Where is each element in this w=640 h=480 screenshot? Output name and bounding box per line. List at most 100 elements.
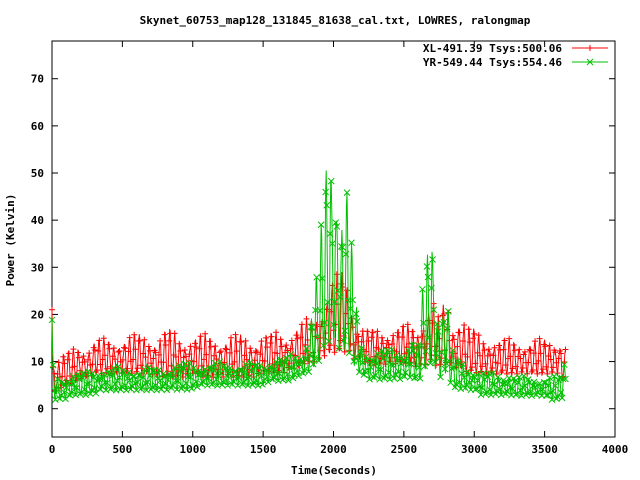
data-point	[507, 353, 514, 360]
data-point	[531, 383, 539, 391]
data-point	[121, 344, 128, 351]
data-point	[403, 355, 411, 362]
data-point	[232, 368, 239, 375]
data-point	[491, 344, 498, 351]
data-point	[337, 337, 344, 344]
data-point	[437, 361, 444, 368]
x-tick-label: 0	[49, 443, 56, 456]
data-point	[501, 337, 508, 344]
data-point	[250, 379, 257, 386]
data-point	[71, 383, 78, 391]
data-point	[277, 336, 284, 343]
data-point	[366, 375, 373, 383]
data-point	[80, 353, 87, 360]
data-point	[97, 361, 104, 368]
data-point	[150, 355, 157, 362]
data-point	[425, 334, 433, 341]
data-point	[473, 385, 480, 393]
data-point	[424, 273, 432, 281]
data-point	[49, 306, 55, 313]
data-point	[262, 334, 269, 341]
data-point	[135, 371, 143, 379]
data-point	[389, 362, 397, 369]
data-point	[556, 347, 563, 354]
data-point	[224, 382, 232, 389]
data-point	[437, 373, 444, 381]
data-point	[520, 372, 528, 380]
data-point	[85, 356, 92, 363]
data-point	[96, 337, 103, 344]
data-point	[174, 377, 182, 385]
data-point	[470, 335, 477, 342]
data-point	[490, 352, 497, 359]
data-point	[142, 354, 149, 361]
data-point	[535, 357, 542, 364]
data-point	[243, 374, 251, 382]
data-point	[175, 362, 183, 369]
data-point	[223, 346, 230, 353]
data-point	[136, 372, 144, 379]
x-tick-label: 4000	[602, 443, 629, 456]
data-point	[85, 380, 93, 387]
data-point	[295, 372, 302, 380]
x-tick-label: 2000	[320, 443, 347, 456]
data-point	[562, 346, 569, 353]
data-point	[206, 338, 213, 345]
data-point	[499, 367, 506, 374]
data-point	[456, 329, 463, 336]
data-point	[145, 343, 152, 350]
data-point	[532, 338, 539, 345]
data-point	[272, 358, 280, 366]
data-point	[152, 349, 159, 356]
data-point	[262, 366, 270, 374]
data-point	[543, 363, 550, 370]
data-point	[355, 333, 362, 340]
data-point	[235, 374, 243, 381]
data-point	[325, 346, 332, 353]
legend-marker	[587, 45, 593, 51]
data-point	[463, 381, 470, 388]
data-point	[140, 350, 147, 357]
data-point	[311, 355, 318, 362]
data-point	[412, 373, 420, 380]
data-point	[242, 360, 250, 368]
data-point	[131, 331, 138, 338]
data-point	[136, 337, 143, 344]
data-point	[291, 354, 299, 362]
data-point	[407, 360, 415, 368]
legend-label: YR-549.44 Tsys:554.46	[423, 56, 562, 69]
data-point	[74, 349, 81, 356]
data-point	[562, 375, 569, 383]
data-point	[552, 349, 559, 356]
data-point	[115, 349, 122, 356]
data-point	[261, 364, 269, 372]
data-point	[233, 375, 241, 382]
data-point	[559, 375, 567, 383]
data-point	[455, 359, 462, 366]
data-point	[156, 377, 164, 384]
data-point	[410, 347, 417, 355]
data-point	[245, 373, 253, 381]
y-tick-label: 0	[37, 403, 44, 416]
data-point	[166, 337, 173, 344]
data-point	[390, 332, 397, 339]
data-point	[264, 344, 271, 351]
data-point	[267, 340, 274, 347]
x-tick-label: 3000	[461, 443, 488, 456]
data-point	[365, 338, 372, 345]
data-point	[146, 347, 153, 354]
data-point	[385, 369, 393, 376]
data-point	[375, 346, 382, 353]
data-point	[419, 333, 426, 340]
data-point	[345, 349, 353, 357]
data-point	[482, 360, 489, 367]
data-point	[553, 359, 560, 366]
data-point	[404, 321, 411, 328]
data-point	[168, 384, 175, 392]
data-point	[428, 284, 435, 292]
data-point	[210, 366, 218, 374]
data-point	[369, 329, 376, 336]
data-point	[171, 330, 178, 337]
data-point	[340, 337, 347, 344]
data-point	[546, 374, 554, 382]
